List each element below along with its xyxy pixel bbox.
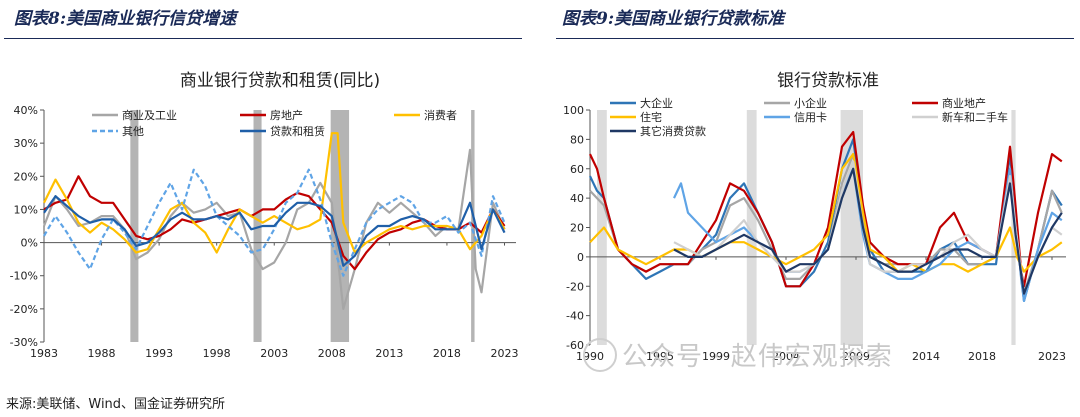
- legend-label-5: 新车和二手车: [942, 110, 1008, 124]
- series-line-3: [43, 168, 506, 277]
- x-tick-label-0: 1983: [30, 347, 58, 360]
- series-line-2: [589, 130, 1063, 288]
- figure-9-header: 图表9:美国商业银行贷款标准: [562, 9, 785, 29]
- x-tick-label-7: 2023: [1038, 350, 1066, 363]
- y-tick-label-7: 40%: [14, 104, 38, 117]
- recession-band-1: [746, 110, 757, 345]
- recession-band-1: [253, 110, 262, 342]
- legend-label-1: 小企业: [794, 96, 827, 110]
- series-line-0: [589, 138, 1063, 302]
- legend-label-0: 大企业: [640, 96, 673, 110]
- x-tick-label-5: 2014: [912, 350, 940, 363]
- y-tick-label-6: 60: [570, 163, 584, 176]
- loan-growth-chart: 商业银行贷款和租赁(同比) -30% -20% -10% 0% 10% 20% 30% 40% 1…: [10, 71, 519, 360]
- legend-label-4: 信用卡: [794, 111, 827, 124]
- legend-label-3: 其他: [122, 125, 144, 138]
- x-tick-label-2: 1999: [702, 350, 730, 363]
- y-tick-label-4: 20: [570, 222, 584, 235]
- figure-8-header-rule: [4, 38, 522, 39]
- legend-label-2: 消费者: [424, 108, 457, 122]
- chart-title: 银行贷款标准: [777, 71, 879, 91]
- source-note: 来源:美联储、Wind、国金证券研究所: [6, 397, 226, 412]
- y-tick-label-4: 10%: [14, 203, 38, 216]
- y-tick-label-1: -40: [566, 310, 584, 323]
- x-tick-label-7: 2018: [433, 347, 461, 360]
- x-tick-label-5: 2008: [318, 347, 346, 360]
- chart-title: 商业银行贷款和租赁(同比): [180, 71, 380, 91]
- y-tick-label-3: 0: [577, 251, 584, 264]
- series-line-5: [673, 160, 1063, 295]
- x-tick-label-3: 1998: [203, 347, 231, 360]
- x-tick-label-6: 2018: [968, 350, 996, 363]
- legend-label-3: 住宅: [640, 110, 662, 124]
- x-tick-label-8: 2023: [490, 347, 518, 360]
- series-line-6: [673, 167, 1063, 295]
- y-tick-label-6: 30%: [14, 137, 38, 150]
- y-tick-label-8: 100: [563, 104, 584, 117]
- y-tick-label-5: 40: [570, 192, 584, 205]
- y-tick-label-2: -10%: [10, 270, 38, 283]
- recession-band-3: [1011, 110, 1016, 345]
- legend-label-1: 房地产: [270, 108, 303, 122]
- recession-band-2: [330, 110, 350, 342]
- y-tick-label-7: 80: [570, 133, 584, 146]
- legend-label-0: 商业及工业: [122, 108, 177, 122]
- x-tick-label-4: 2009: [842, 350, 870, 363]
- series-line-4: [43, 195, 506, 267]
- recession-band-0: [597, 110, 607, 345]
- recession-band-0: [130, 110, 139, 342]
- wechat-icon: [583, 338, 617, 372]
- x-tick-label-1: 1988: [88, 347, 116, 360]
- y-tick-label-3: 0%: [21, 237, 38, 250]
- x-tick-label-3: 2004: [772, 350, 800, 363]
- x-tick-label-1: 1995: [646, 350, 674, 363]
- y-tick-label-0: -30%: [10, 336, 38, 349]
- figure-9-header-rule: [556, 38, 1074, 39]
- legend-label-6: 其它消费贷款: [640, 124, 706, 138]
- x-tick-label-6: 2013: [375, 347, 403, 360]
- x-tick-label-4: 2003: [260, 347, 288, 360]
- legend-label-2: 商业地产: [942, 96, 986, 110]
- y-tick-label-5: 20%: [14, 170, 38, 183]
- y-tick-label-2: -20: [566, 280, 584, 293]
- y-tick-label-1: -20%: [10, 303, 38, 316]
- watermark: 公众号 · 赵伟宏观探索: [622, 342, 893, 372]
- figure-8-header: 图表8:美国商业银行信贷增速: [14, 9, 237, 29]
- series-line-1: [589, 152, 1063, 295]
- legend-label-4: 贷款和租赁: [270, 124, 325, 138]
- x-tick-label-2: 1993: [145, 347, 173, 360]
- y-tick-label-0: -60: [566, 339, 584, 352]
